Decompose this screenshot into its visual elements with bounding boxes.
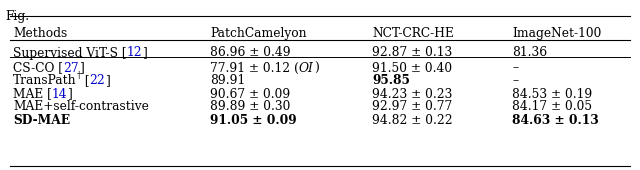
Text: 89.89 ± 0.30: 89.89 ± 0.30 xyxy=(210,100,291,114)
Text: NCT-CRC-HE: NCT-CRC-HE xyxy=(372,27,454,40)
Text: Supervised ViT-S [: Supervised ViT-S [ xyxy=(13,47,127,60)
Text: 89.91: 89.91 xyxy=(210,74,245,88)
Text: PatchCamelyon: PatchCamelyon xyxy=(210,27,307,40)
Text: 92.87 ± 0.13: 92.87 ± 0.13 xyxy=(372,47,452,60)
Text: 84.53 ± 0.19: 84.53 ± 0.19 xyxy=(512,88,592,100)
Text: 84.17 ± 0.05: 84.17 ± 0.05 xyxy=(512,100,592,114)
Text: Fig.: Fig. xyxy=(5,10,29,23)
Text: 92.97 ± 0.77: 92.97 ± 0.77 xyxy=(372,100,452,114)
Text: 77.91 ± 0.12 (: 77.91 ± 0.12 ( xyxy=(210,62,299,74)
Text: 94.23 ± 0.23: 94.23 ± 0.23 xyxy=(372,88,452,100)
Text: 81.36: 81.36 xyxy=(512,47,547,60)
Text: ]: ] xyxy=(67,88,72,100)
Text: ]: ] xyxy=(142,47,147,60)
Text: CS-CO [: CS-CO [ xyxy=(13,62,63,74)
Text: 86.96 ± 0.49: 86.96 ± 0.49 xyxy=(210,47,291,60)
Text: 12: 12 xyxy=(127,47,142,60)
Text: [: [ xyxy=(81,74,90,88)
Text: ): ) xyxy=(314,62,319,74)
Text: 27: 27 xyxy=(63,62,79,74)
Text: 94.82 ± 0.22: 94.82 ± 0.22 xyxy=(372,114,452,126)
Text: SD-MAE: SD-MAE xyxy=(13,114,70,126)
Text: †: † xyxy=(77,71,81,80)
Text: 22: 22 xyxy=(90,74,106,88)
Text: –: – xyxy=(512,62,518,74)
Text: MAE+self-contrastive: MAE+self-contrastive xyxy=(13,100,149,114)
Text: 91.50 ± 0.40: 91.50 ± 0.40 xyxy=(372,62,452,74)
Text: ]: ] xyxy=(79,62,83,74)
Text: MAE [: MAE [ xyxy=(13,88,52,100)
Text: Methods: Methods xyxy=(13,27,67,40)
Text: 90.67 ± 0.09: 90.67 ± 0.09 xyxy=(210,88,291,100)
Text: ]: ] xyxy=(106,74,110,88)
Text: 14: 14 xyxy=(52,88,67,100)
Text: –: – xyxy=(512,74,518,88)
Text: 91.05 ± 0.09: 91.05 ± 0.09 xyxy=(210,114,296,126)
Text: ImageNet-100: ImageNet-100 xyxy=(512,27,602,40)
Text: 95.85: 95.85 xyxy=(372,74,410,88)
Text: OI: OI xyxy=(299,62,314,74)
Text: TransPath: TransPath xyxy=(13,74,77,88)
Text: 84.63 ± 0.13: 84.63 ± 0.13 xyxy=(512,114,599,126)
